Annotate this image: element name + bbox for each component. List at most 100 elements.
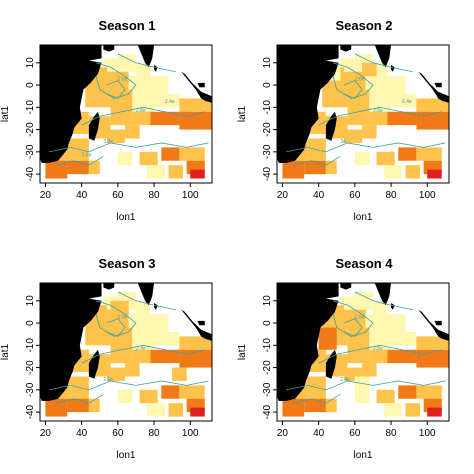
data-cell xyxy=(132,93,155,112)
data-cell xyxy=(154,93,180,108)
contour-line xyxy=(318,344,442,364)
data-cell xyxy=(85,323,111,346)
data-cell xyxy=(45,160,68,179)
land-mass xyxy=(434,82,442,88)
data-cell xyxy=(347,89,370,112)
data-cell xyxy=(125,363,140,377)
y-tick-label: -30 xyxy=(262,144,273,159)
data-cell xyxy=(139,151,158,166)
x-tick-label: 40 xyxy=(313,428,325,439)
data-cell xyxy=(179,385,205,399)
x-tick-label: 40 xyxy=(76,428,88,439)
data-cell xyxy=(347,345,370,364)
contour-label: 2.8e xyxy=(373,108,383,114)
data-cell xyxy=(106,129,126,143)
panel-title: Season 2 xyxy=(335,18,392,33)
data-cell xyxy=(128,76,151,94)
x-tick-label: 100 xyxy=(419,190,436,201)
data-cell xyxy=(150,349,180,364)
contour-line xyxy=(293,393,341,404)
x-tick-label: 20 xyxy=(40,428,52,439)
data-cell xyxy=(132,111,151,126)
data-cell xyxy=(354,389,370,404)
land-mass xyxy=(197,320,205,326)
data-cell xyxy=(416,98,435,112)
data-cell xyxy=(117,389,133,404)
plot-frame xyxy=(276,44,450,184)
data-cell xyxy=(139,389,158,404)
data-cell xyxy=(398,385,417,399)
data-cell xyxy=(117,151,133,166)
data-cell xyxy=(347,327,370,350)
contour-line xyxy=(354,291,413,311)
land-mass xyxy=(88,111,100,141)
y-axis-label: lat1 xyxy=(0,344,11,361)
y-tick-label: -20 xyxy=(25,122,36,137)
data-cell xyxy=(387,76,406,94)
y-tick-label: -30 xyxy=(262,382,273,397)
land-mass xyxy=(103,283,115,290)
data-cell xyxy=(362,125,377,139)
contour-line xyxy=(56,393,104,404)
data-cell xyxy=(45,398,68,417)
data-cell xyxy=(383,403,402,417)
contour-line xyxy=(95,62,137,99)
y-tick-label: -10 xyxy=(262,338,273,353)
plot-frame xyxy=(39,44,213,184)
contour-line xyxy=(56,155,104,166)
y-tick-label: -10 xyxy=(25,100,36,115)
data-cell xyxy=(67,398,89,413)
land-mass xyxy=(434,320,442,326)
data-cell xyxy=(110,327,133,350)
y-tick-label: 0 xyxy=(262,320,273,326)
land-mass xyxy=(372,283,392,306)
y-tick-label: -40 xyxy=(25,166,36,181)
data-cell xyxy=(125,125,140,139)
x-tick-label: 20 xyxy=(40,190,52,201)
y-tick-label: -30 xyxy=(25,144,36,159)
y-tick-label: 10 xyxy=(262,57,273,69)
land-mass xyxy=(418,71,449,103)
data-cell xyxy=(88,160,100,175)
y-tick-label: 10 xyxy=(262,295,273,307)
x-tick-label: 80 xyxy=(149,428,161,439)
data-cell xyxy=(135,62,151,81)
contour-line xyxy=(285,142,446,153)
contour-line xyxy=(48,380,209,391)
y-axis-label: lat1 xyxy=(0,106,11,123)
contour-line xyxy=(106,318,126,337)
data-cell xyxy=(369,93,392,112)
data-cell xyxy=(132,349,151,364)
data-cell xyxy=(354,291,373,310)
contour-line xyxy=(318,106,442,126)
x-axis-label: lon1 xyxy=(354,450,373,461)
panel-title: Season 1 xyxy=(98,18,155,33)
x-tick-label: 40 xyxy=(76,190,88,201)
data-cell xyxy=(179,349,212,368)
contour-line xyxy=(117,53,176,73)
data-cell xyxy=(304,398,326,413)
data-cell xyxy=(365,76,388,94)
contour-label: 2.6e xyxy=(355,315,365,321)
x-tick-label: 60 xyxy=(349,190,361,201)
data-cell xyxy=(88,398,100,413)
data-cell xyxy=(179,336,198,350)
x-tick-label: 80 xyxy=(386,428,398,439)
x-axis-label: lon1 xyxy=(354,212,373,223)
land-mass xyxy=(135,283,155,306)
data-cell xyxy=(416,336,435,350)
x-tick-label: 60 xyxy=(349,428,361,439)
y-tick-label: -30 xyxy=(25,382,36,397)
data-cell xyxy=(434,98,449,112)
data-cell xyxy=(172,367,187,381)
x-tick-label: 20 xyxy=(277,428,289,439)
contour-label: 2.4e xyxy=(340,377,350,383)
data-cell xyxy=(387,111,417,126)
x-tick-label: 100 xyxy=(182,190,199,201)
land-mass xyxy=(340,283,352,290)
contour-label: 2.6e xyxy=(82,152,92,158)
data-cell xyxy=(347,107,370,126)
